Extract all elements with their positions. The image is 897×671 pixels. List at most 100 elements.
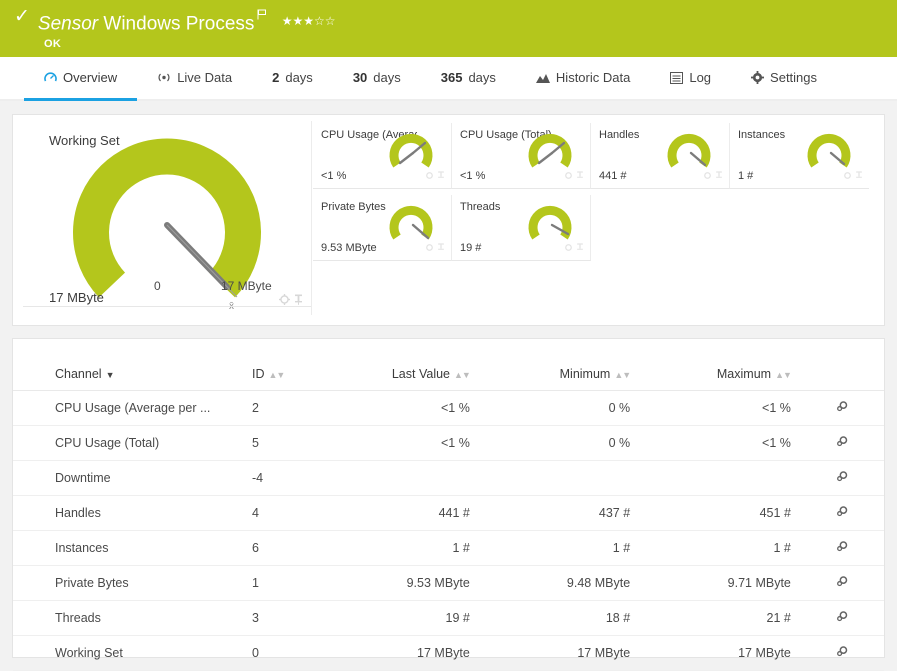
cell-actions[interactable] <box>800 565 884 601</box>
tab-2-days-label: days <box>285 70 313 85</box>
mini-gauge-dial <box>667 133 711 168</box>
gear-icon[interactable] <box>843 167 852 185</box>
gear-icon[interactable] <box>836 470 849 486</box>
tab-30-days[interactable]: 30 days <box>333 57 421 101</box>
live-data-icon <box>157 71 171 84</box>
gear-icon[interactable] <box>703 167 712 185</box>
column-header-last-value[interactable]: Last Value ▲▼ <box>318 361 480 391</box>
primary-gauge-footer <box>23 306 311 311</box>
mini-gauge-cpu-usage-average[interactable]: CPU Usage (Average p... <1 % <box>313 123 452 189</box>
mini-gauge-instances[interactable]: Instances 1 # <box>730 123 869 189</box>
pin-icon[interactable] <box>576 239 584 257</box>
column-header-maximum[interactable]: Maximum ▲▼ <box>640 361 801 391</box>
mini-gauge-title: Threads <box>460 201 501 213</box>
gauge-icon <box>44 71 57 84</box>
gear-icon[interactable] <box>836 610 849 626</box>
tab-live-data[interactable]: Live Data <box>137 57 252 101</box>
flag-icon[interactable] <box>257 4 267 26</box>
tab-log-label: Log <box>689 70 712 85</box>
page-title: Sensor Windows Process ★★★☆☆ <box>38 4 336 36</box>
column-header-channel[interactable]: Channel ▼ <box>13 361 242 391</box>
pin-icon[interactable] <box>294 292 303 310</box>
cell-actions[interactable] <box>800 425 884 461</box>
table-row[interactable]: Downtime -4 <box>13 460 884 496</box>
gear-icon[interactable] <box>836 575 849 591</box>
tab-settings[interactable]: Settings <box>731 57 837 101</box>
pin-icon[interactable] <box>855 167 863 185</box>
gear-icon[interactable] <box>425 167 434 185</box>
check-icon: ✓ <box>14 6 30 27</box>
column-header-last-value-label: Last Value <box>391 367 451 381</box>
primary-gauge[interactable]: Working Set x̄ 0 17 MByte 17 MByte <box>23 121 312 315</box>
gear-icon[interactable] <box>564 167 573 185</box>
cell-last-value: 1 # <box>318 530 480 566</box>
mini-gauge-tools <box>564 167 584 185</box>
cell-actions[interactable] <box>800 530 884 566</box>
sort-both-icon: ▲▼ <box>614 370 631 380</box>
mini-gauge-value: <1 % <box>321 170 347 182</box>
sensor-name-label: Windows Process <box>103 13 255 35</box>
tab-live-data-label: Live Data <box>177 70 233 85</box>
gear-icon[interactable] <box>425 239 434 257</box>
table-row[interactable]: CPU Usage (Average per ... 2 <1 % 0 % <1… <box>13 390 884 426</box>
channels-table-body: CPU Usage (Average per ... 2 <1 % 0 % <1… <box>13 390 884 671</box>
cell-actions[interactable] <box>800 600 884 636</box>
cell-id: 6 <box>242 530 319 566</box>
pin-icon[interactable] <box>437 167 445 185</box>
cell-minimum: 0 % <box>479 425 641 461</box>
column-header-id-label: ID <box>252 367 265 381</box>
gear-icon[interactable] <box>836 645 849 661</box>
mini-gauge-private-bytes[interactable]: Private Bytes 9.53 MByte <box>313 195 452 261</box>
mini-gauge-tools <box>425 167 445 185</box>
cell-actions[interactable] <box>800 390 884 426</box>
gear-icon[interactable] <box>836 435 849 451</box>
cell-id: 2 <box>242 390 319 426</box>
gear-icon[interactable] <box>564 239 573 257</box>
cell-maximum <box>640 460 801 496</box>
cell-minimum <box>479 460 641 496</box>
table-row[interactable]: Private Bytes 1 9.53 MByte 9.48 MByte 9.… <box>13 565 884 601</box>
column-header-actions <box>800 361 884 391</box>
mini-gauge-value: 9.53 MByte <box>321 242 377 254</box>
gear-icon[interactable] <box>836 540 849 556</box>
table-row[interactable]: Working Set 0 17 MByte 17 MByte 17 MByte <box>13 635 884 671</box>
column-header-id[interactable]: ID ▲▼ <box>242 361 319 391</box>
gear-icon[interactable] <box>279 292 290 310</box>
tab-365-days[interactable]: 365 days <box>421 57 516 101</box>
status-badge: OK <box>44 38 62 51</box>
gear-icon[interactable] <box>836 400 849 416</box>
cell-actions[interactable] <box>800 635 884 671</box>
sensor-header: ✓ Sensor Windows Process ★★★☆☆ OK <box>0 0 897 57</box>
cell-minimum: 0 % <box>479 390 641 426</box>
mini-gauge-value: 441 # <box>599 170 627 182</box>
tab-historic-data[interactable]: Historic Data <box>516 57 650 101</box>
table-row[interactable]: Instances 6 1 # 1 # 1 # <box>13 530 884 566</box>
cell-id: 0 <box>242 635 319 671</box>
cell-actions[interactable] <box>800 460 884 496</box>
cell-minimum: 17 MByte <box>479 635 641 671</box>
column-header-minimum[interactable]: Minimum ▲▼ <box>479 361 641 391</box>
tab-2-days[interactable]: 2 days <box>252 57 333 101</box>
mini-gauge-title: CPU Usage (Total) <box>460 129 552 141</box>
mini-gauge-cpu-usage-total[interactable]: CPU Usage (Total) <1 % <box>452 123 591 189</box>
gear-icon[interactable] <box>836 505 849 521</box>
table-row[interactable]: Handles 4 441 # 437 # 451 # <box>13 495 884 531</box>
tab-bar: Overview Live Data 2 days 30 days 365 da… <box>0 57 897 101</box>
cell-id: 4 <box>242 495 319 531</box>
tab-30-days-label: days <box>373 70 401 85</box>
table-row[interactable]: CPU Usage (Total) 5 <1 % 0 % <1 % <box>13 425 884 461</box>
pin-icon[interactable] <box>576 167 584 185</box>
pin-icon[interactable] <box>715 167 723 185</box>
tab-overview[interactable]: Overview <box>24 57 138 101</box>
mini-gauge-dial <box>389 133 433 168</box>
mini-gauge-value: 1 # <box>738 170 754 182</box>
tab-log[interactable]: Log <box>650 57 731 101</box>
table-row[interactable]: Threads 3 19 # 18 # 21 # <box>13 600 884 636</box>
cell-actions[interactable] <box>800 495 884 531</box>
mini-gauge-threads[interactable]: Threads 19 # <box>452 195 591 261</box>
rating-stars[interactable]: ★★★☆☆ <box>281 14 336 29</box>
pin-icon[interactable] <box>437 239 445 257</box>
mini-gauge-title: Instances <box>738 129 786 141</box>
mini-gauge-handles[interactable]: Handles 441 # <box>591 123 730 189</box>
sort-both-icon: ▲▼ <box>454 370 471 380</box>
